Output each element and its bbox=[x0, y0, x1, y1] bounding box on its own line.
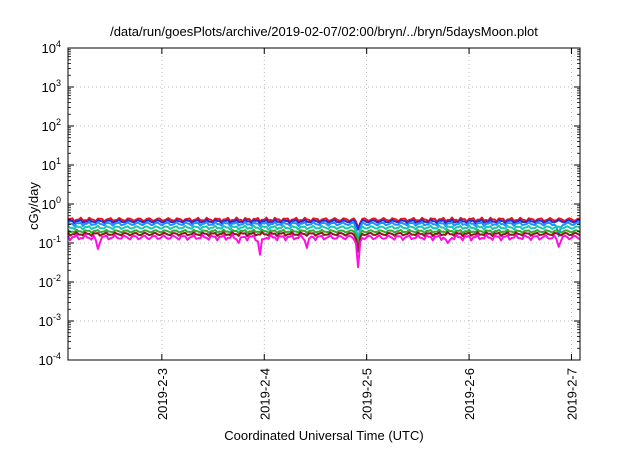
series-line bbox=[67, 233, 581, 269]
x-tick-label: 2019-2-7 bbox=[564, 368, 579, 420]
x-tick-label: 2019-2-3 bbox=[155, 368, 170, 420]
y-tick-label: 102 bbox=[42, 117, 61, 134]
series-line bbox=[67, 228, 581, 246]
y-tick-label: 10-4 bbox=[39, 351, 61, 368]
series-line bbox=[67, 216, 581, 230]
x-tick-label: 2019-2-6 bbox=[462, 368, 477, 420]
chart-title: /data/run/goesPlots/archive/2019-02-07/0… bbox=[110, 24, 538, 39]
x-tick-label: 2019-2-4 bbox=[257, 368, 272, 420]
x-tick-label: 2019-2-5 bbox=[360, 368, 375, 420]
y-tick-label: 103 bbox=[42, 78, 61, 95]
y-tick-label: 101 bbox=[42, 156, 61, 173]
y-tick-label: 10-2 bbox=[39, 273, 61, 290]
gridlines bbox=[68, 48, 580, 360]
y-tick-label: 104 bbox=[42, 39, 61, 56]
x-axis-label: Coordinated Universal Time (UTC) bbox=[224, 428, 423, 443]
series-line bbox=[67, 218, 581, 231]
y-tick-label: 10-1 bbox=[39, 234, 61, 251]
y-tick-label: 10-3 bbox=[39, 312, 61, 329]
x-axis: 2019-2-3 2019-2-4 2019-2-5 2019-2-6 2019-2-7 bbox=[155, 48, 579, 420]
y-tick-label: 100 bbox=[42, 195, 61, 212]
y-axis: 10-4 10-3 10-2 10-1 100 101 102 103 104 bbox=[39, 39, 580, 368]
series-line bbox=[67, 231, 581, 253]
series-line bbox=[67, 224, 581, 243]
series-line bbox=[67, 220, 581, 241]
series-layer bbox=[67, 216, 581, 269]
y-axis-label: cGy/day bbox=[26, 182, 41, 230]
